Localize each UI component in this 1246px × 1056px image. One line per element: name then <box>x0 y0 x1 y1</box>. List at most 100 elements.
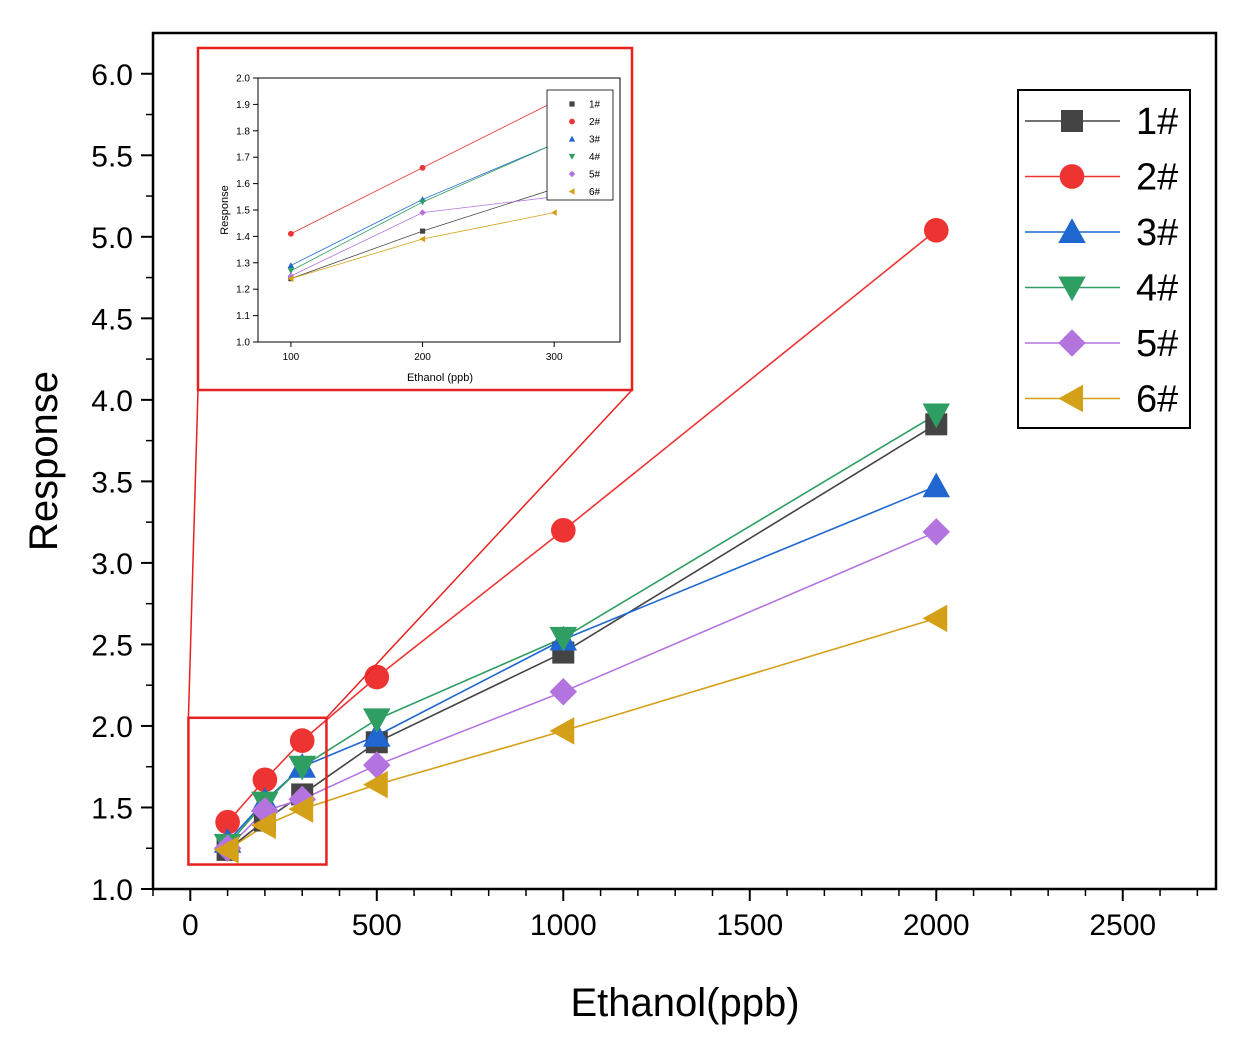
legend-marker <box>1059 164 1085 189</box>
inset-legend-item: 4# <box>568 152 601 163</box>
zoom-connector-line <box>325 389 633 719</box>
main-point <box>549 717 575 745</box>
main-x-tick-label: 2500 <box>1089 909 1156 942</box>
main-point <box>363 708 391 734</box>
inset-legend-item: 1# <box>569 100 601 111</box>
inset-point <box>419 235 426 243</box>
inset-y-tick-label: 1.7 <box>236 153 250 164</box>
inset-y-tick-label: 1.2 <box>236 285 250 296</box>
main-point <box>549 626 578 652</box>
main-y-tick-label: 2.0 <box>91 711 133 744</box>
inset-legend-label: 5# <box>589 170 601 181</box>
main-y-tick-label: 3.5 <box>91 466 133 499</box>
inset-y-tick-label: 1.0 <box>236 338 250 349</box>
main-point <box>213 836 239 864</box>
inset-x-tick-label: 200 <box>414 352 431 363</box>
zoom-region-box <box>187 716 328 866</box>
main-point <box>215 809 240 835</box>
inset-legend-marker <box>569 101 575 107</box>
inset-plot-frame <box>257 77 621 343</box>
main-y-tick-label: 4.5 <box>91 303 133 336</box>
inset-legend-label: 6# <box>589 187 601 198</box>
inset-point <box>419 228 426 234</box>
inset-legend-label: 3# <box>589 135 601 146</box>
legend-marker <box>1058 384 1083 413</box>
inset-point <box>287 268 295 274</box>
main-point <box>288 755 316 781</box>
main-point <box>922 403 951 429</box>
inset-legend-label: 2# <box>589 117 601 128</box>
inset-axis-ticks: 100 200 300 1.0 1.1 1.2 1.3 1.4 1.5 1.6 1.7 1.8 1.9 2… <box>236 74 563 364</box>
inset-y-tick-label: 1.3 <box>236 258 250 269</box>
inset-point <box>287 275 294 282</box>
inset-y-tick-label: 1.5 <box>236 206 250 217</box>
main-point <box>288 795 314 823</box>
inset-legend-marker <box>568 170 576 178</box>
main-y-tick-label: 3.0 <box>91 548 133 581</box>
legend-label: 4# <box>1136 268 1178 310</box>
main-y-tick-label: 1.5 <box>91 792 133 825</box>
legend-marker <box>1058 329 1086 357</box>
inset-x-tick-label: 300 <box>546 352 563 363</box>
main-point <box>252 767 278 793</box>
inset-x-tick-label: 100 <box>283 352 300 363</box>
legend-marker <box>1058 218 1086 243</box>
main-legend-item: 1# <box>1025 101 1178 143</box>
main-legend-item: 5# <box>1025 323 1178 365</box>
main-x-tick-label: 1000 <box>530 909 597 942</box>
inset-y-tick-label: 1.8 <box>236 126 250 137</box>
main-legend-box <box>1017 89 1191 429</box>
zoom-highlight <box>187 389 633 866</box>
inset-point <box>550 209 557 216</box>
main-x-tick-label: 1500 <box>716 909 783 942</box>
main-legend-item: 4# <box>1025 268 1178 310</box>
main-point <box>251 811 276 840</box>
inset-y-tick-label: 1.4 <box>236 232 250 243</box>
legend-label: 1# <box>1136 101 1178 143</box>
main-series-layer <box>213 217 951 864</box>
main-x-tick-label: 0 <box>182 909 199 942</box>
inset-legend-marker <box>568 135 576 142</box>
inset-point <box>287 262 295 269</box>
main-point <box>363 751 391 779</box>
main-y-tick-label: 5.0 <box>91 222 133 255</box>
inset-legend-box <box>546 89 614 201</box>
main-point <box>922 518 951 546</box>
main-legend: 1# 2# 3# 4# 5# 6# <box>1025 101 1178 421</box>
legend-label: 2# <box>1136 157 1178 199</box>
inset-y-axis-title: Response <box>219 185 231 235</box>
main-legend-item: 6# <box>1025 379 1178 421</box>
inset-legend-label: 4# <box>589 152 601 163</box>
main-y-tick-label: 1.0 <box>91 874 133 907</box>
main-axis-ticks: 0 500 1000 1500 2000 2500 1.0 1.5 2.0 2.5 3.0 3.5 4.… <box>91 59 1199 942</box>
main-legend-item: 3# <box>1025 212 1178 254</box>
inset-series-layer <box>287 98 558 282</box>
inset-y-tick-label: 2.0 <box>236 74 250 85</box>
main-point <box>364 664 390 690</box>
main-x-axis-title: Ethanol(ppb) <box>570 981 799 1025</box>
inset-point <box>419 209 426 216</box>
main-y-tick-label: 4.0 <box>91 385 133 418</box>
legend-label: 5# <box>1136 323 1178 365</box>
main-x-tick-label: 500 <box>352 909 402 942</box>
main-point <box>922 472 951 498</box>
inset-y-tick-label: 1.1 <box>236 311 250 322</box>
inset-chart: 100 200 300 1.0 1.1 1.2 1.3 1.4 1.5 1.6 1.7 1.8 1.9 2… <box>196 46 634 392</box>
inset-point <box>287 230 294 237</box>
inset-legend-item: 2# <box>569 117 601 128</box>
inset-x-axis-title: Ethanol (ppb) <box>407 372 473 384</box>
main-legend-item: 2# <box>1025 157 1178 199</box>
main-point <box>363 770 388 799</box>
zoom-connector-line <box>187 389 199 718</box>
main-x-tick-label: 2000 <box>903 909 970 942</box>
main-plot-frame <box>151 31 1218 891</box>
inset-legend-item: 5# <box>568 170 601 181</box>
inset-point <box>419 199 426 206</box>
inset-legend-marker <box>568 188 575 195</box>
main-point <box>923 217 949 243</box>
legend-marker <box>1058 276 1086 302</box>
inset-y-tick-label: 1.9 <box>236 100 250 111</box>
inset-point <box>419 164 426 171</box>
main-point <box>549 677 578 706</box>
